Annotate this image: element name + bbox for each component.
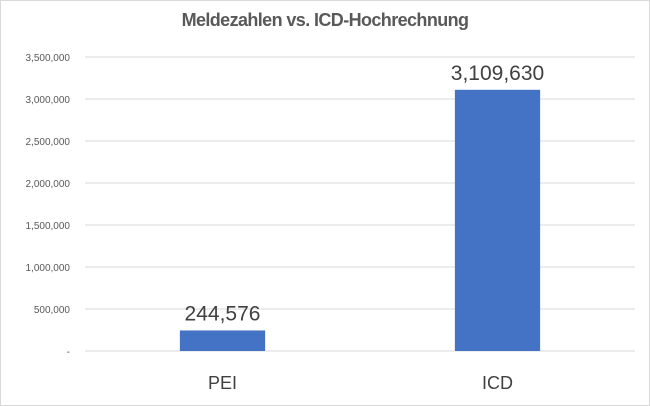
x-axis-categories: PEI ICD [208,373,513,393]
y-axis-ticks: - 500,000 1,000,000 1,500,000 2,000,000 2,500… [26,53,71,358]
data-label: 244,576 [185,302,261,325]
x-category-label: PEI [208,373,237,393]
data-labels: 244,576 3,109,630 [185,62,545,326]
bar-icd [454,89,541,351]
y-tick-label: - [67,347,70,358]
y-tick-label: 1,000,000 [26,263,71,274]
chart-title: Meldezahlen vs. ICD-Hochrechnung [181,10,469,30]
bar-pei [179,330,266,351]
y-tick-label: 3,500,000 [26,53,71,64]
y-tick-label: 2,000,000 [26,179,71,190]
y-tick-label: 2,500,000 [26,137,71,148]
bars [179,89,541,351]
gridlines [85,56,635,352]
y-tick-label: 3,000,000 [26,95,71,106]
x-category-label: ICD [482,373,513,393]
y-tick-label: 1,500,000 [26,221,71,232]
data-label: 3,109,630 [451,62,544,85]
y-tick-label: 500,000 [34,305,71,316]
